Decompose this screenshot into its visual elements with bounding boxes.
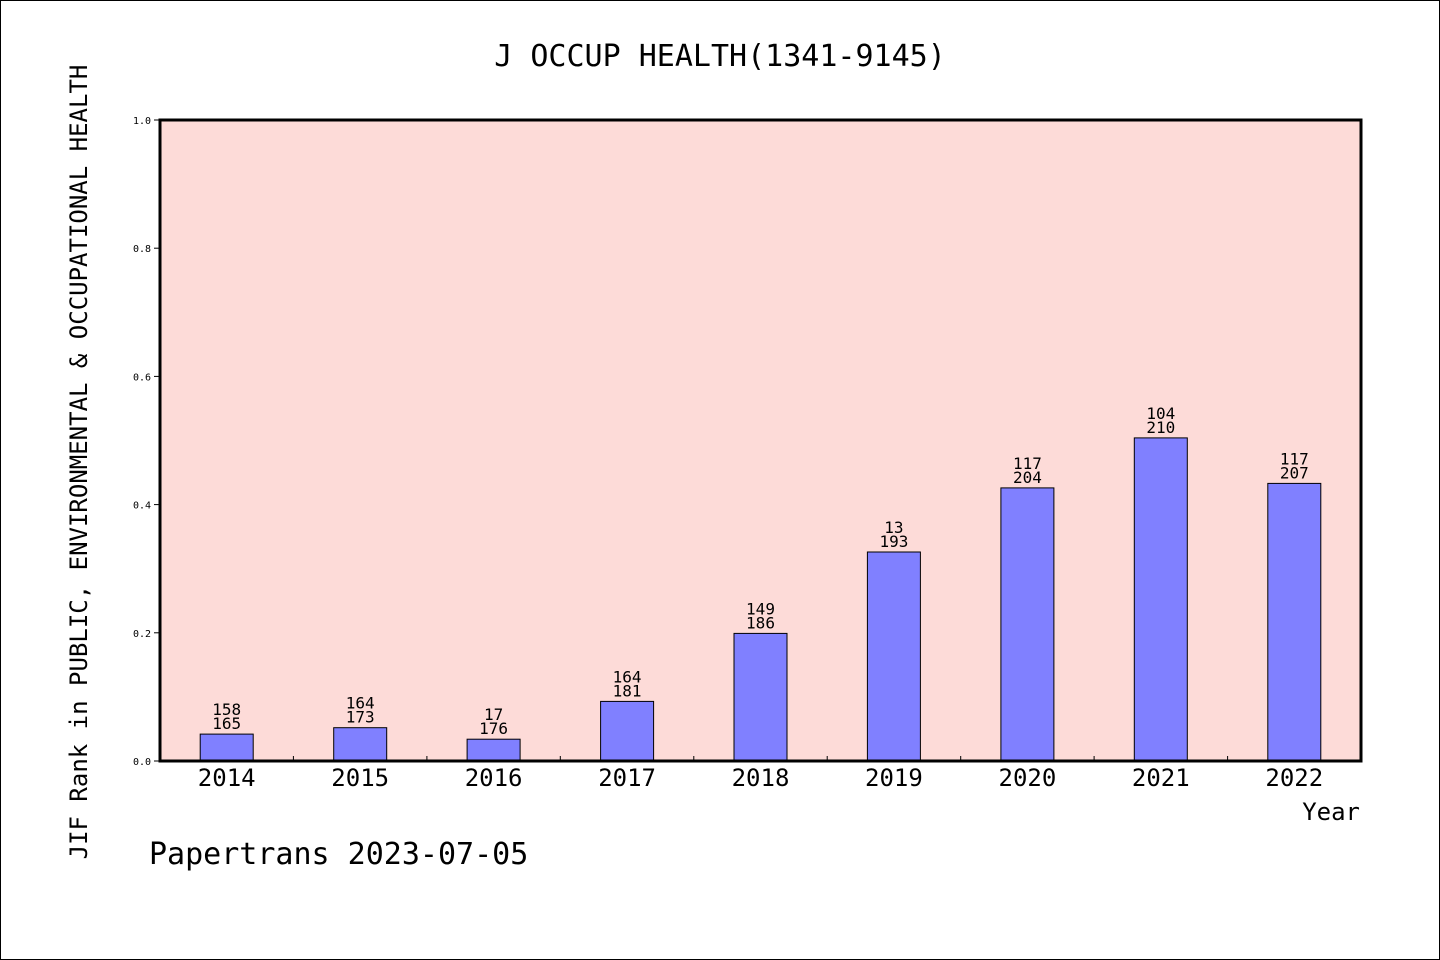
bar-rank-label: 149 <box>746 599 775 618</box>
x-axis-label: Year <box>1302 798 1360 826</box>
y-tick-label: 0.0 <box>133 757 151 768</box>
plot-border <box>158 118 1363 763</box>
x-tick-label: 2019 <box>865 764 923 792</box>
bar-2018 <box>733 632 788 762</box>
bar-rank-label: 164 <box>346 694 375 713</box>
y-tick-label: 0.4 <box>133 501 151 512</box>
x-tick-label: 2014 <box>198 764 256 792</box>
bar-2015 <box>333 727 388 762</box>
x-tick-label: 2021 <box>1132 764 1190 792</box>
bar-2014 <box>199 733 254 762</box>
bar-total-label: 204 <box>1013 468 1042 487</box>
bar-total-label: 207 <box>1280 463 1309 482</box>
x-tick-label: 2017 <box>598 764 656 792</box>
bar-rank-label: 104 <box>1146 404 1175 423</box>
bar-2019 <box>866 551 921 762</box>
bar-rank-label: 13 <box>884 518 903 537</box>
bar-total-label: 181 <box>613 681 642 700</box>
x-tick-label: 2018 <box>732 764 790 792</box>
bar-total-label: 186 <box>746 613 775 632</box>
bar-total-label: 173 <box>346 708 375 727</box>
bar-rank-label: 164 <box>613 667 642 686</box>
bar-rank-label: 17 <box>484 705 503 724</box>
bar-total-label: 176 <box>479 719 508 738</box>
bar-total-label: 165 <box>212 714 241 733</box>
bar-2021 <box>1133 437 1188 762</box>
y-tick-label: 0.6 <box>133 372 151 383</box>
bar-total-label: 210 <box>1146 418 1175 437</box>
x-tick-label: 2015 <box>331 764 389 792</box>
x-tick-label: 2022 <box>1265 764 1323 792</box>
bar-2020 <box>1000 487 1055 762</box>
bar-rank-label: 117 <box>1280 449 1309 468</box>
credit-text: Papertrans 2023-07-05 <box>149 837 528 872</box>
y-tick-label: 0.8 <box>133 244 151 255</box>
x-tick-label: 2016 <box>465 764 523 792</box>
y-axis-label: JIF Rank in PUBLIC, ENVIRONMENTAL & OCCU… <box>65 65 93 860</box>
bar-total-label: 193 <box>879 532 908 551</box>
bar-2022 <box>1267 482 1322 762</box>
axis-ticks: 2014 2015 2016 2017 2018 2019 2020 2021 2022 0.0 0… <box>133 116 1323 792</box>
bar-2017 <box>600 700 655 762</box>
bar-rank-label: 158 <box>212 700 241 719</box>
chart-title: J OCCUP HEALTH(1341-9145) <box>494 39 946 74</box>
x-tick-label: 2020 <box>999 764 1057 792</box>
y-tick-label: 1.0 <box>133 116 151 127</box>
bar-2016 <box>466 738 521 762</box>
y-tick-label: 0.2 <box>133 629 151 640</box>
bar-rank-label: 117 <box>1013 454 1042 473</box>
